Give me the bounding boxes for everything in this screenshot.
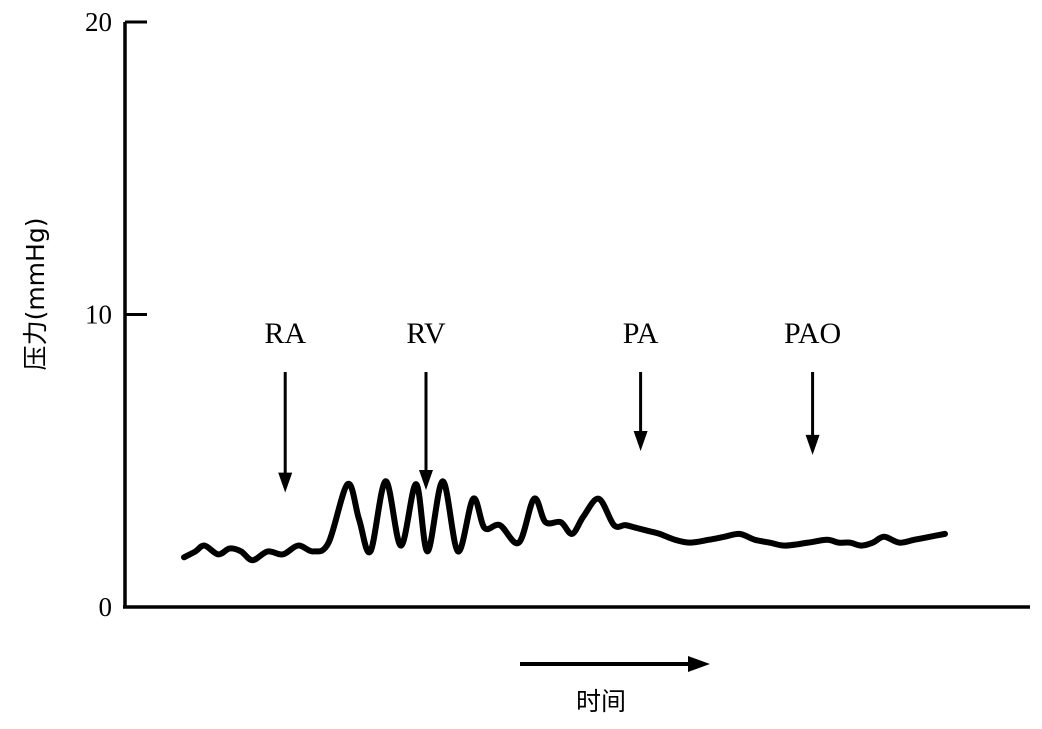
x-axis-title: 时间 xyxy=(576,687,626,716)
annotation-arrow-head xyxy=(805,434,820,455)
annotation-label-rv: RV xyxy=(406,317,446,350)
annotation-label-pao: PAO xyxy=(784,317,841,350)
annotation-markers: RA RV PA PAO xyxy=(264,317,841,493)
pressure-waveform-line xyxy=(181,478,948,564)
y-tick-label: 0 xyxy=(99,592,113,622)
time-arrow-head xyxy=(688,656,710,672)
annotation-arrow-head xyxy=(418,470,433,490)
y-tick-group: 0 10 20 xyxy=(85,7,147,622)
y-tick-label: 20 xyxy=(85,7,112,37)
y-axis-title: 压力(mmHg) xyxy=(21,218,50,371)
annotation-label-pa: PA xyxy=(623,317,659,350)
annotation-arrow-head xyxy=(278,472,293,493)
y-tick-label: 10 xyxy=(85,300,112,330)
annotation-label-ra: RA xyxy=(264,317,306,350)
annotation-arrow-head xyxy=(633,431,648,451)
